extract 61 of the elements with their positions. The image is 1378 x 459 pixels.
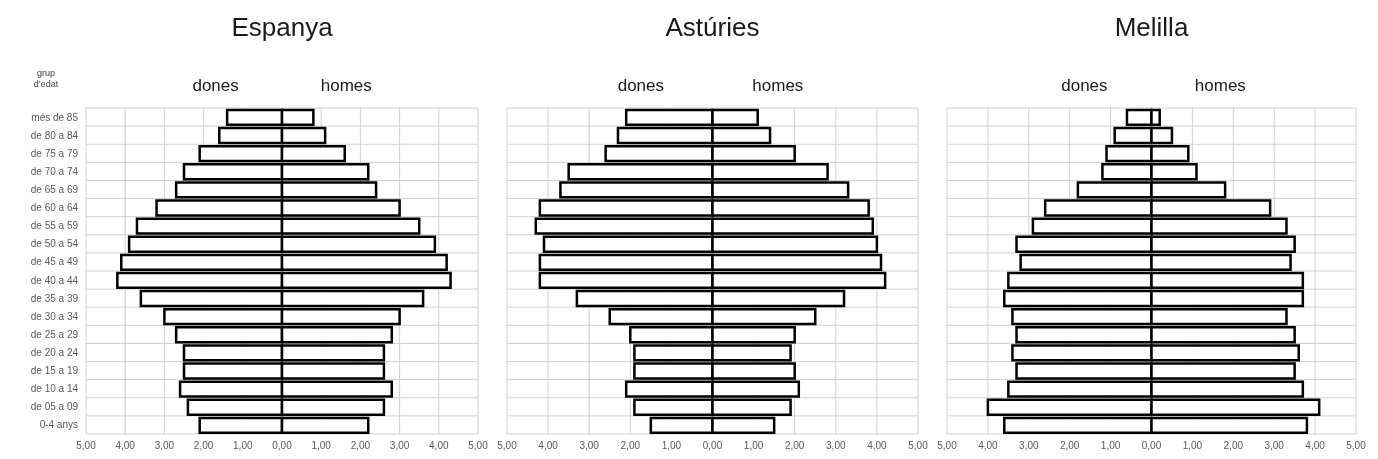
- x-tick-label: 2,00: [784, 440, 805, 452]
- y-tick-label: de 70 a 74: [30, 165, 79, 177]
- series-label: dones: [616, 76, 665, 96]
- chart-title: Espanya: [230, 12, 334, 43]
- x-tick-label: 4,00: [978, 440, 999, 452]
- x-tick-label: 4,00: [429, 440, 449, 452]
- x-tick-label: 2,00: [1223, 440, 1244, 452]
- x-tick-label: 3,00: [154, 440, 175, 452]
- x-tick-label: 1,00: [743, 440, 764, 452]
- x-tick-label: 3,00: [389, 440, 410, 452]
- y-tick-label: de 45 a 49: [30, 256, 79, 268]
- series-label: homes: [319, 76, 373, 96]
- x-tick-label: 1,00: [311, 440, 332, 452]
- y-axis-title: grup d’edat: [32, 68, 60, 90]
- x-tick-label: 0,00: [702, 440, 723, 452]
- series-label: homes: [751, 76, 805, 96]
- x-tick-label: 5,00: [908, 440, 929, 452]
- y-tick-label: de 05 a 09: [30, 401, 79, 413]
- y-tick-label: de 75 a 79: [30, 147, 79, 159]
- x-tick-label: 5,00: [937, 440, 958, 452]
- x-tick-label: 4,00: [115, 440, 136, 452]
- y-tick-label: més de 85: [31, 111, 79, 123]
- x-tick-label: 1,00: [1100, 440, 1121, 452]
- x-tick-label: 1,00: [661, 440, 682, 452]
- x-tick-label: 3,00: [1019, 440, 1039, 452]
- y-tick-label: de 80 a 84: [30, 129, 79, 141]
- chart-title: Astúries: [664, 12, 761, 43]
- x-tick-label: 1,00: [233, 440, 253, 452]
- series-label: dones: [1060, 76, 1109, 96]
- x-tick-label: 2,00: [350, 440, 371, 452]
- x-tick-label: 0,00: [1141, 440, 1162, 452]
- x-tick-label: 2,00: [193, 440, 214, 452]
- chart-title: Melilla: [1113, 12, 1190, 43]
- x-tick-label: 5,00: [468, 440, 489, 452]
- x-tick-label: 0,00: [272, 440, 293, 452]
- y-tick-label: de 55 a 59: [30, 220, 79, 232]
- y-tick-label: de 25 a 29: [30, 328, 79, 340]
- y-tick-label: de 40 a 44: [30, 274, 79, 286]
- y-tick-label: de 10 a 14: [30, 383, 79, 395]
- x-tick-label: 5,00: [497, 440, 518, 452]
- y-tick-label: de 15 a 19: [30, 365, 79, 377]
- x-tick-label: 3,00: [826, 440, 846, 452]
- x-tick-label: 5,00: [76, 440, 97, 452]
- series-label: dones: [191, 76, 240, 96]
- y-tick-label: de 65 a 69: [30, 184, 79, 196]
- x-tick-label: 3,00: [579, 440, 600, 452]
- y-tick-label: de 60 a 64: [30, 202, 79, 214]
- text: homes: [1193, 76, 1247, 96]
- y-tick-label: de 30 a 34: [30, 310, 79, 322]
- x-tick-label: 4,00: [538, 440, 559, 452]
- x-tick-label: 1,00: [1182, 440, 1203, 452]
- y-tick-label: de 20 a 24: [30, 347, 79, 359]
- y-tick-label: de 35 a 39: [30, 292, 79, 304]
- x-tick-label: 2,00: [1059, 440, 1080, 452]
- x-tick-label: 3,00: [1264, 440, 1285, 452]
- x-tick-label: 5,00: [1346, 440, 1367, 452]
- x-tick-label: 2,00: [620, 440, 641, 452]
- y-tick-label: 0-4 anys: [39, 419, 78, 431]
- x-tick-label: 4,00: [1305, 440, 1326, 452]
- x-tick-label: 4,00: [867, 440, 888, 452]
- y-tick-label: de 50 a 54: [30, 238, 79, 250]
